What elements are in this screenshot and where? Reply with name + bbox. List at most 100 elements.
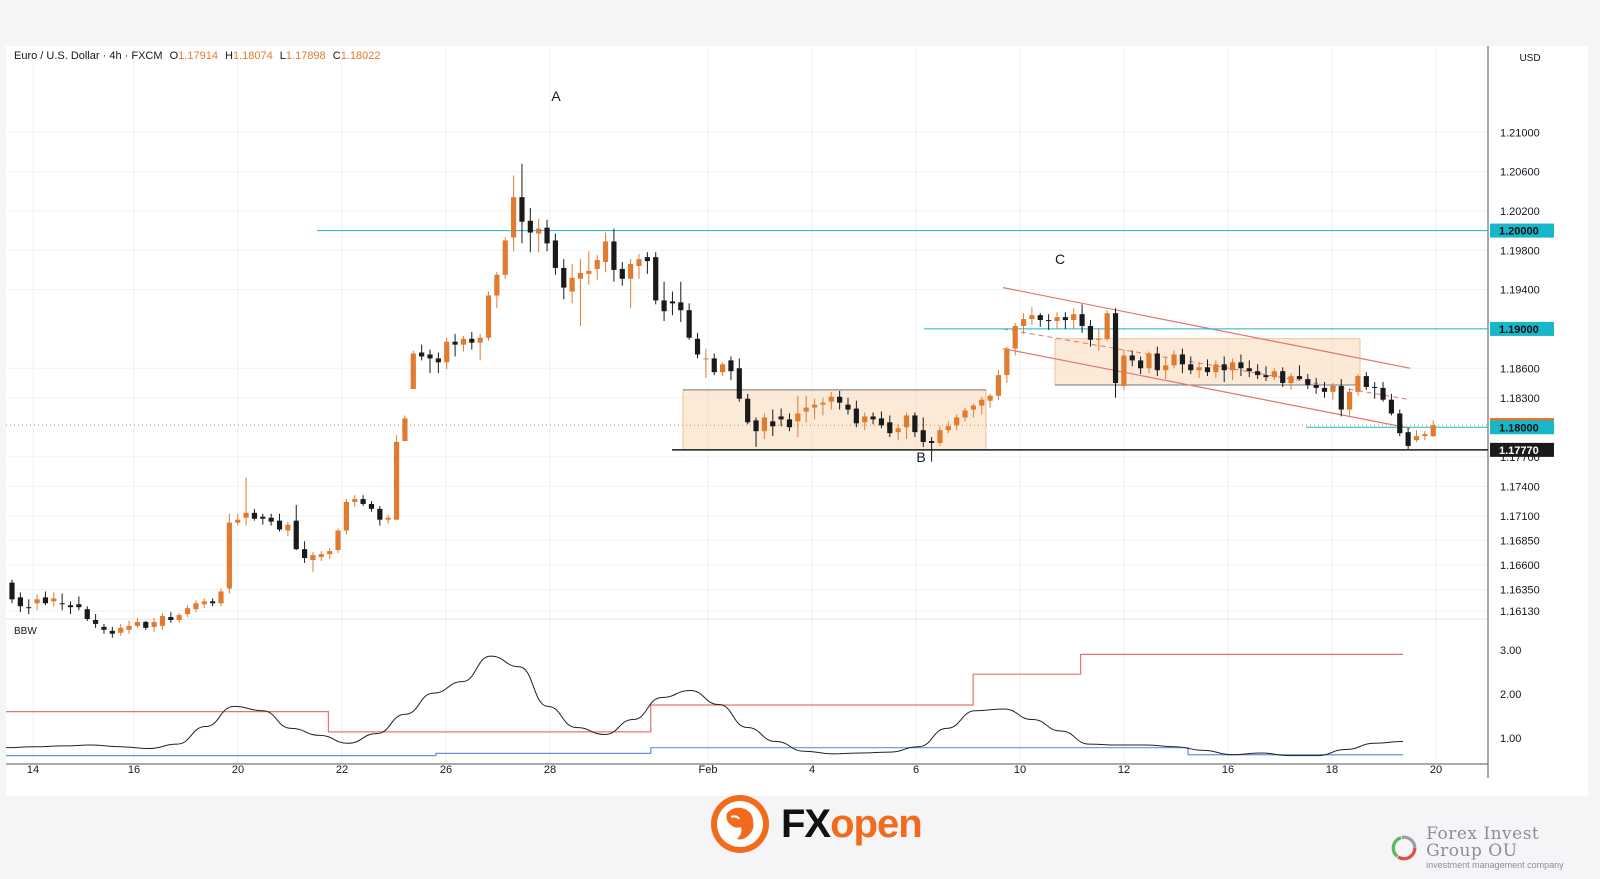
candle <box>903 412 910 440</box>
candle-body <box>561 267 567 288</box>
range-boxes <box>682 338 1361 451</box>
candle-body <box>837 396 843 403</box>
fig-name: Forex Invest Group OU <box>1426 824 1540 861</box>
candle-body <box>469 338 475 343</box>
candle-body <box>1338 385 1344 410</box>
price-marker-label: 1.17770 <box>1499 445 1539 457</box>
candle-body <box>1347 391 1353 410</box>
candle <box>151 618 157 632</box>
candle <box>1138 356 1144 375</box>
vertical-grid <box>32 46 1437 764</box>
candle <box>845 397 851 415</box>
candle <box>745 393 751 425</box>
candle-body <box>661 300 667 312</box>
candle-body <box>811 404 818 408</box>
candle <box>1004 346 1010 383</box>
candle <box>335 528 341 554</box>
candle <box>661 281 667 322</box>
candle-body <box>945 426 951 431</box>
candle <box>703 348 709 379</box>
candle <box>1012 323 1018 356</box>
candle-body <box>803 407 809 412</box>
candle-body <box>76 604 82 608</box>
candle-body <box>1313 384 1319 388</box>
candle-body <box>544 227 550 244</box>
candle <box>1146 351 1152 374</box>
candle <box>1397 409 1403 437</box>
price-tick: 1.18300 <box>1500 393 1540 405</box>
candle-body <box>444 341 450 363</box>
candle-body <box>477 337 483 343</box>
candle <box>134 618 140 628</box>
candle-body <box>786 419 793 428</box>
candle <box>1204 359 1211 377</box>
candle-body <box>1029 315 1035 320</box>
candle-body <box>602 241 609 263</box>
candle-body <box>1221 364 1227 371</box>
time-tick: 12 <box>1118 764 1130 776</box>
candle-body <box>995 375 1002 396</box>
close-value: 1.18022 <box>341 50 381 62</box>
candle <box>795 395 801 438</box>
candle-body <box>870 416 876 420</box>
candle-body <box>845 404 851 410</box>
candle-body <box>352 499 358 502</box>
candle-body <box>569 277 575 292</box>
candle <box>218 588 224 607</box>
candle-body <box>912 415 918 433</box>
price-tick: 1.20600 <box>1500 167 1540 179</box>
candle-body <box>736 368 742 399</box>
candle-body <box>728 360 734 372</box>
candle-body <box>1229 362 1236 371</box>
candle-body <box>962 410 968 418</box>
candle <box>853 400 859 428</box>
candle <box>870 412 876 425</box>
bbw-pane <box>5 653 1404 757</box>
candle <box>694 332 701 359</box>
time-tick: 18 <box>1326 764 1338 776</box>
candle <box>1171 350 1177 369</box>
candle <box>828 391 834 410</box>
candle-body <box>770 421 776 427</box>
candle-body <box>318 554 324 558</box>
time-tick: 28 <box>544 764 556 776</box>
price-marker-label: 1.20000 <box>1499 226 1539 238</box>
candle-body <box>1405 432 1411 446</box>
candle <box>310 552 316 572</box>
candle-body <box>343 501 349 531</box>
candle <box>76 596 82 611</box>
candle-body <box>628 264 634 279</box>
candle <box>995 370 1002 400</box>
candle <box>1112 308 1119 398</box>
candle <box>1338 379 1344 417</box>
candle-body <box>310 555 316 560</box>
candle-body <box>954 417 960 426</box>
time-tick: 20 <box>1430 764 1442 776</box>
candle-body <box>619 268 625 279</box>
channel-lower <box>1002 347 1411 429</box>
candle-body <box>1355 376 1361 392</box>
candle <box>1288 373 1294 390</box>
candle-body <box>1004 348 1010 376</box>
candle-body <box>159 616 166 626</box>
candle <box>59 593 65 611</box>
axes: 1.21000 1.20600 1.20200 1.19800 1.19400 1.186… <box>27 127 1540 776</box>
candle <box>201 598 207 609</box>
candle <box>494 271 500 309</box>
candle <box>318 551 324 561</box>
candle <box>435 352 441 374</box>
candle-body <box>118 627 124 633</box>
candle-body <box>1263 375 1269 378</box>
channel-upper <box>1002 287 1411 369</box>
candle-body <box>903 415 910 428</box>
bbw-tick: 3.00 <box>1500 645 1521 657</box>
candle <box>235 513 241 526</box>
pane-borders <box>6 46 1489 778</box>
candle-body <box>59 603 65 605</box>
candle <box>862 412 868 431</box>
candle <box>101 623 107 634</box>
candle <box>226 513 232 594</box>
candle <box>1029 307 1035 325</box>
price-tick: 1.19800 <box>1500 245 1540 257</box>
candle <box>385 514 391 524</box>
